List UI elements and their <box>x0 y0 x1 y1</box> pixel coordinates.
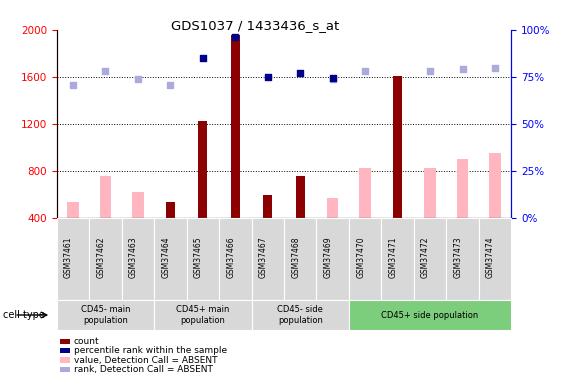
Point <box>166 82 175 88</box>
Point <box>296 70 305 76</box>
Bar <box>424 168 436 217</box>
Text: count: count <box>74 337 99 346</box>
Text: rank, Detection Call = ABSENT: rank, Detection Call = ABSENT <box>74 365 212 374</box>
Text: CD45- main
population: CD45- main population <box>81 305 130 325</box>
Text: cell type: cell type <box>3 310 45 320</box>
Point <box>490 64 499 70</box>
Text: GSM37471: GSM37471 <box>389 236 398 278</box>
Text: CD45- side
population: CD45- side population <box>277 305 323 325</box>
Point <box>263 74 272 80</box>
Point <box>69 82 78 88</box>
Text: GSM37464: GSM37464 <box>161 236 170 278</box>
Text: GSM37470: GSM37470 <box>356 236 365 278</box>
Point <box>231 34 240 40</box>
Point <box>328 75 337 81</box>
Bar <box>457 159 468 218</box>
Text: GSM37462: GSM37462 <box>97 236 106 278</box>
Bar <box>393 76 402 217</box>
Bar <box>360 168 371 217</box>
Point <box>458 66 467 72</box>
Bar <box>263 195 272 217</box>
Bar <box>296 177 305 218</box>
Point <box>133 76 143 82</box>
Point <box>328 76 337 82</box>
Point <box>198 55 207 61</box>
Bar <box>489 153 500 218</box>
Text: value, Detection Call = ABSENT: value, Detection Call = ABSENT <box>74 356 218 364</box>
Text: percentile rank within the sample: percentile rank within the sample <box>74 346 227 355</box>
Bar <box>166 202 175 217</box>
Bar <box>132 192 144 217</box>
Text: GSM37472: GSM37472 <box>421 236 430 278</box>
Text: GSM37467: GSM37467 <box>259 236 268 278</box>
Text: GSM37473: GSM37473 <box>453 236 462 278</box>
Text: GSM37469: GSM37469 <box>324 236 333 278</box>
Text: CD45+ main
population: CD45+ main population <box>176 305 229 325</box>
Point <box>361 68 370 74</box>
Text: GDS1037 / 1433436_s_at: GDS1037 / 1433436_s_at <box>172 19 340 32</box>
Text: GSM37461: GSM37461 <box>64 236 73 278</box>
Bar <box>100 177 111 218</box>
Text: CD45+ side population: CD45+ side population <box>382 310 479 320</box>
Text: GSM37474: GSM37474 <box>486 236 495 278</box>
Text: GSM37463: GSM37463 <box>129 236 138 278</box>
Text: GSM37465: GSM37465 <box>194 236 203 278</box>
Text: GSM37468: GSM37468 <box>291 236 300 278</box>
Bar <box>231 35 240 218</box>
Bar <box>68 202 79 217</box>
Point <box>425 68 435 74</box>
Bar <box>198 122 207 218</box>
Point <box>101 68 110 74</box>
Bar <box>327 198 339 217</box>
Text: GSM37466: GSM37466 <box>226 236 235 278</box>
